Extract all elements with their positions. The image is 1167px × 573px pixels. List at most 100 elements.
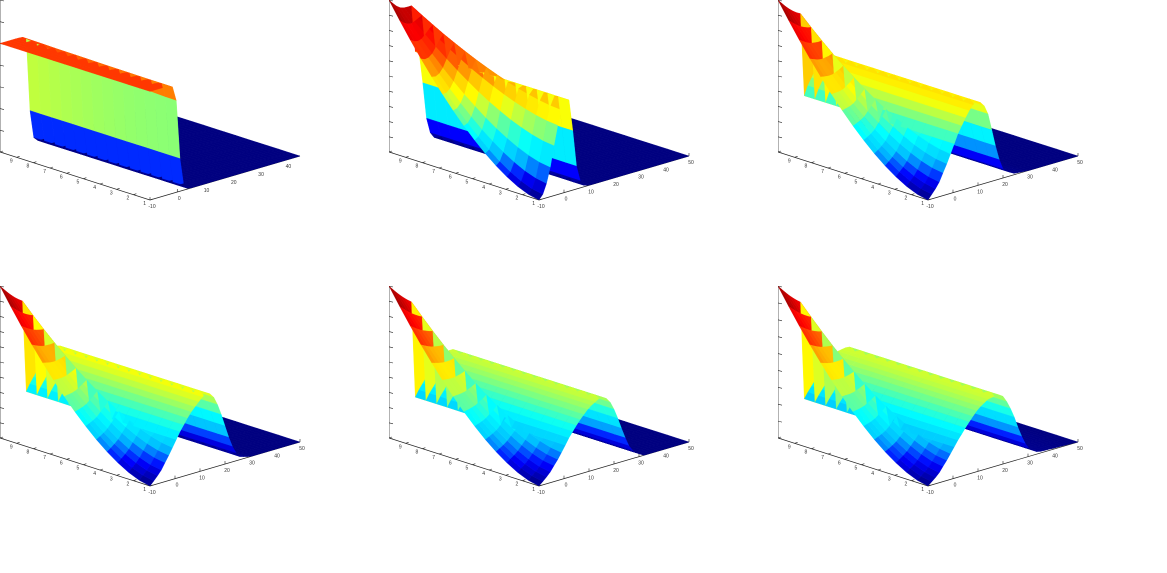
y-tick-label: 6 [60,460,63,466]
x-tick-label: 0 [565,197,568,203]
y-tick-label: 8 [805,164,808,170]
x-tick-label: 10 [204,188,210,194]
z-tick-mark [778,420,783,423]
y-tick-label: 8 [27,450,30,456]
y-tick-label: 7 [821,455,824,461]
x-tick-label: 40 [1052,453,1058,459]
y-tick-label: 1 [921,487,924,493]
z-tick-mark [0,151,5,154]
y-tick-mark [116,188,120,190]
surface-patch [284,152,301,158]
y-tick-label: 2 [905,482,908,488]
y-tick-mark [16,156,20,158]
x-tick-label: 20 [231,180,237,186]
z-tick-mark [778,14,783,17]
x-tick-label: -10 [926,204,933,210]
z-tick-mark [778,336,783,338]
z-tick-mark [0,392,5,394]
y-tick-label: 5 [855,180,858,186]
x-tick-label: 10 [977,189,983,195]
y-tick-label: 6 [449,460,452,466]
surface-plot-3-svg: 00.10.20.30.40.50.60.70.80.9112345678910… [778,0,1083,210]
y-tick-mark [522,193,526,195]
x-tick-label: 50 [1077,160,1083,166]
z-tick-mark [0,422,5,425]
surface-mesh [778,0,1079,201]
y-axis-line [778,437,929,487]
z-tick-mark [778,0,783,2]
y-tick-mark [49,166,54,169]
y-tick-mark [405,442,409,444]
y-tick-label: 9 [399,444,402,450]
x-tick-label: 20 [1002,468,1008,474]
y-tick-mark [83,177,87,179]
y-tick-mark [66,458,70,460]
z-tick-mark [389,90,394,93]
y-tick-label: 9 [788,158,791,164]
y-tick-label: 1 [143,487,146,493]
y-tick-mark [911,479,915,481]
y-tick-label: 3 [499,476,502,482]
x-tick-label: -10 [926,490,933,496]
x-tick-label: -10 [537,490,544,496]
x-tick-label: -10 [148,490,155,496]
z-tick-mark [0,407,5,409]
y-tick-mark [894,188,898,190]
z-tick-mark [0,286,5,288]
y-tick-label: 6 [838,460,841,466]
surface-plot-6: 00.10.20.30.40.50.60.70.80.912345678910-… [778,286,1167,572]
z-tick-mark [0,86,5,89]
y-tick-label: 3 [499,190,502,196]
z-tick-mark [389,0,394,2]
y-tick-mark [149,484,154,487]
y-tick-label: 9 [788,444,791,450]
y-tick-label: 2 [516,482,519,488]
y-tick-mark [827,166,832,169]
y-tick-mark [133,479,137,481]
y-tick-label: 4 [871,185,874,191]
y-tick-mark [455,458,459,460]
z-tick-mark [0,0,5,2]
y-axis-line [0,151,151,201]
y-tick-mark [422,447,426,449]
y-tick-mark [877,468,882,471]
y-tick-label: 2 [905,196,908,202]
y-tick-label: 5 [466,180,469,186]
z-tick-mark [778,319,783,322]
y-tick-label: 4 [93,185,96,191]
x-tick-label: 0 [954,197,957,203]
z-tick-mark [0,316,5,318]
x-tick-label: 0 [176,483,179,489]
axes: 00.10.20.30.40.50.60.70.80.912345678910-… [778,286,1083,496]
x-tick-label: 10 [977,475,983,481]
y-tick-label: 3 [888,190,891,196]
z-tick-mark [778,370,783,372]
y-tick-label: 3 [110,190,113,196]
z-tick-mark [389,361,394,364]
axes: 00.10.20.30.40.50.60.70.80.9112345678910… [0,286,305,496]
surface-patch [673,438,690,444]
z-tick-mark [0,108,5,110]
z-tick-mark [0,376,5,379]
x-tick-label: 40 [274,453,280,459]
surface-patch [284,438,301,444]
y-tick-label: 2 [127,196,130,202]
x-tick-label: -10 [537,204,544,210]
y-tick-label: 7 [432,455,435,461]
z-tick-mark [389,151,394,154]
y-tick-label: 6 [449,174,452,180]
y-tick-label: 2 [516,196,519,202]
y-tick-mark [861,463,865,465]
y-tick-label: 3 [110,476,113,482]
surface-mesh [778,286,1079,487]
y-tick-mark [0,436,4,439]
z-tick-mark [389,45,394,47]
z-tick-mark [389,106,394,108]
y-tick-mark [522,479,526,481]
z-tick-mark [0,129,5,132]
x-tick-label: 50 [688,446,694,452]
surface-mesh [389,286,690,487]
y-tick-label: 1 [143,201,146,207]
y-tick-mark [472,463,476,465]
